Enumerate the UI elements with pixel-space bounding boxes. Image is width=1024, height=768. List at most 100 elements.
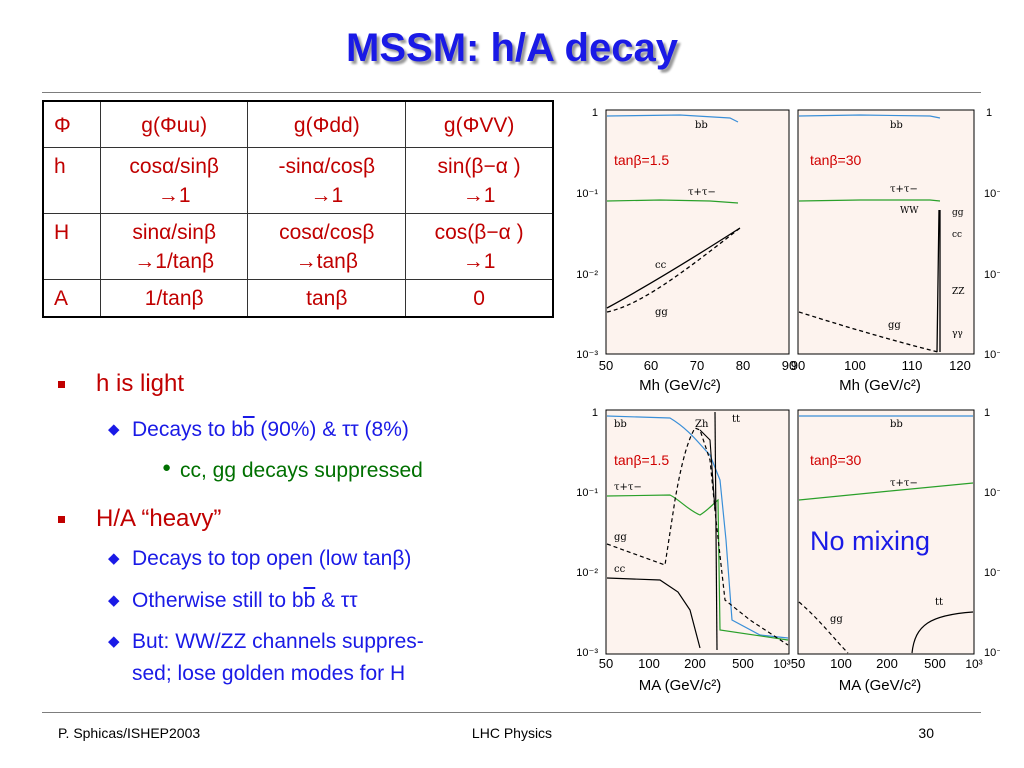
curve-gg (798, 311, 939, 353)
curve-cc (606, 577, 701, 649)
y-tick-label: 10⁻³ (576, 349, 598, 361)
tanb-label: tanβ=1.5 (614, 152, 669, 168)
diamond-bullet-icon: ◆ (108, 633, 120, 650)
table-row-label: h (42, 147, 101, 214)
x-tick-label: 100 (638, 656, 660, 671)
y-tick-label: 1 (592, 107, 598, 119)
x-tick-label: 100 (844, 358, 866, 373)
y-tick-label: 10⁻³ (984, 647, 1000, 659)
cell-line: →1 (310, 184, 344, 207)
curve-label: bb (890, 419, 903, 430)
x-tick-label: 60 (644, 358, 658, 373)
table-cell: sinα/sinβ →1/tanβ (99, 213, 249, 280)
x-tick-label: 10³ (965, 657, 982, 671)
table-cell: sin(β−α ) →1 (405, 147, 554, 214)
curve-tt (714, 411, 718, 651)
y-tick-label: 10⁻¹ (984, 487, 1000, 499)
panel-frame (605, 109, 790, 355)
x-tick-label: 200 (876, 656, 898, 671)
bullet-text: Decays to top open (low tanβ) (132, 547, 412, 570)
table-cell: 1/tanβ (99, 279, 249, 318)
x-axis-label: MA (GeV/c²) (839, 677, 922, 694)
table-cell: cosα/cosβ →tanβ (247, 213, 407, 280)
tanb-label: tanβ=30 (810, 152, 861, 168)
table-row-label: H (42, 213, 101, 280)
cell-line: -sinα/cosβ (278, 155, 376, 178)
table-header-cell: g(ΦVV) (405, 100, 554, 148)
x-tick-label: 100 (830, 656, 852, 671)
x-tick-label: 50 (791, 656, 805, 671)
curve-label: τ+τ− (614, 482, 642, 493)
curve-gg (606, 227, 741, 313)
panel-frame (797, 109, 975, 355)
tanb-label: tanβ=1.5 (614, 452, 669, 468)
table-header-cell: g(Φdd) (247, 100, 407, 148)
curve-label: γγ (952, 329, 963, 339)
coupling-table: Φ g(Φuu) g(Φdd) g(ΦVV) h cosα/sinβ →1 -si… (42, 100, 554, 318)
x-tick-label: 110 (902, 358, 923, 373)
cell-line: →tanβ (295, 250, 358, 273)
curve-tautau (798, 482, 974, 501)
table-header-cell: g(Φuu) (99, 100, 249, 148)
slide-title: MSSM: h/A decay (346, 26, 678, 70)
slide-number: 30 (918, 725, 934, 741)
curve-label: τ+τ− (890, 184, 918, 195)
diamond-bullet-icon: ◆ (108, 550, 120, 567)
cell-line: sinα/sinβ (132, 221, 217, 244)
x-axis-label: Mh (GeV/c²) (639, 377, 721, 394)
panel-frame (605, 409, 790, 655)
curve-label: gg (614, 532, 627, 543)
table-cell: tanβ (247, 279, 407, 318)
table-row-label: A (42, 279, 101, 318)
diamond-bullet-icon: ◆ (108, 592, 120, 609)
x-axis-label: MA (GeV/c²) (639, 677, 722, 694)
cell-line: cosα/sinβ (129, 155, 219, 178)
curve-label: gg (952, 208, 964, 218)
curve-bb (798, 114, 941, 119)
table-cell: -sinα/cosβ →1 (247, 147, 407, 214)
curve-label: bb (890, 120, 903, 131)
curve-tautau (798, 199, 941, 202)
curve-label: bb (695, 120, 708, 131)
bullet-text: sed; lose golden modes for H (132, 662, 406, 685)
y-tick-label: 10⁻² (576, 567, 598, 579)
table-cell: cosα/sinβ →1 (99, 147, 249, 214)
x-tick-label: 70 (690, 358, 704, 373)
curve-tautau (606, 199, 739, 204)
y-tick-label: 10⁻³ (576, 647, 598, 659)
bullet-text: h is light (96, 370, 185, 397)
curve-label: gg (830, 614, 843, 625)
y-tick-label: 1 (592, 407, 598, 419)
cell-line: sin(β−α ) (437, 155, 521, 178)
text-part: Decays to b (132, 418, 243, 441)
tanb-label: tanβ=30 (810, 452, 861, 468)
square-bullet-icon (58, 381, 65, 388)
overlined-text: b (242, 418, 255, 441)
text-part: & ττ (315, 589, 358, 612)
text-part: Otherwise still to b (132, 589, 304, 612)
x-tick-label: 50 (599, 358, 613, 373)
curve-label: ZZ (952, 287, 965, 297)
plot-panel: 1 10⁻¹ 10⁻² 10⁻³ bb τ+τ− cc gg tanβ=1.5 … (576, 107, 796, 394)
table-row: H sinα/sinβ →1/tanβ cosα/cosβ →tanβ cos(β−… (42, 213, 554, 280)
curve-label: cc (655, 260, 667, 271)
bullet-text: cc, gg decays suppressed (180, 459, 423, 482)
dot-bullet-icon: ● (162, 459, 172, 476)
cell-line: →1/tanβ (134, 250, 215, 273)
y-tick-label: 1 (984, 407, 990, 419)
text-part: (90%) & ττ (8%) (254, 418, 409, 441)
table-cell: 0 (405, 279, 554, 318)
footer-author: P. Sphicas/ISHEP2003 (58, 725, 201, 741)
curve-cc (606, 227, 741, 309)
curve-bb (606, 415, 789, 639)
x-tick-label: 50 (599, 656, 613, 671)
curve-label: tt (732, 414, 740, 425)
footer-course: LHC Physics (471, 725, 553, 741)
table-header-cell: Φ (42, 100, 101, 148)
table-row: A 1/tanβ tanβ 0 (42, 279, 554, 318)
bullet-text: H/A “heavy” (96, 505, 222, 532)
title-divider (42, 92, 981, 93)
y-tick-label: 10⁻³ (984, 349, 1000, 361)
x-axis-label: Mh (GeV/c²) (839, 377, 921, 394)
overlined-text: b (303, 589, 316, 612)
